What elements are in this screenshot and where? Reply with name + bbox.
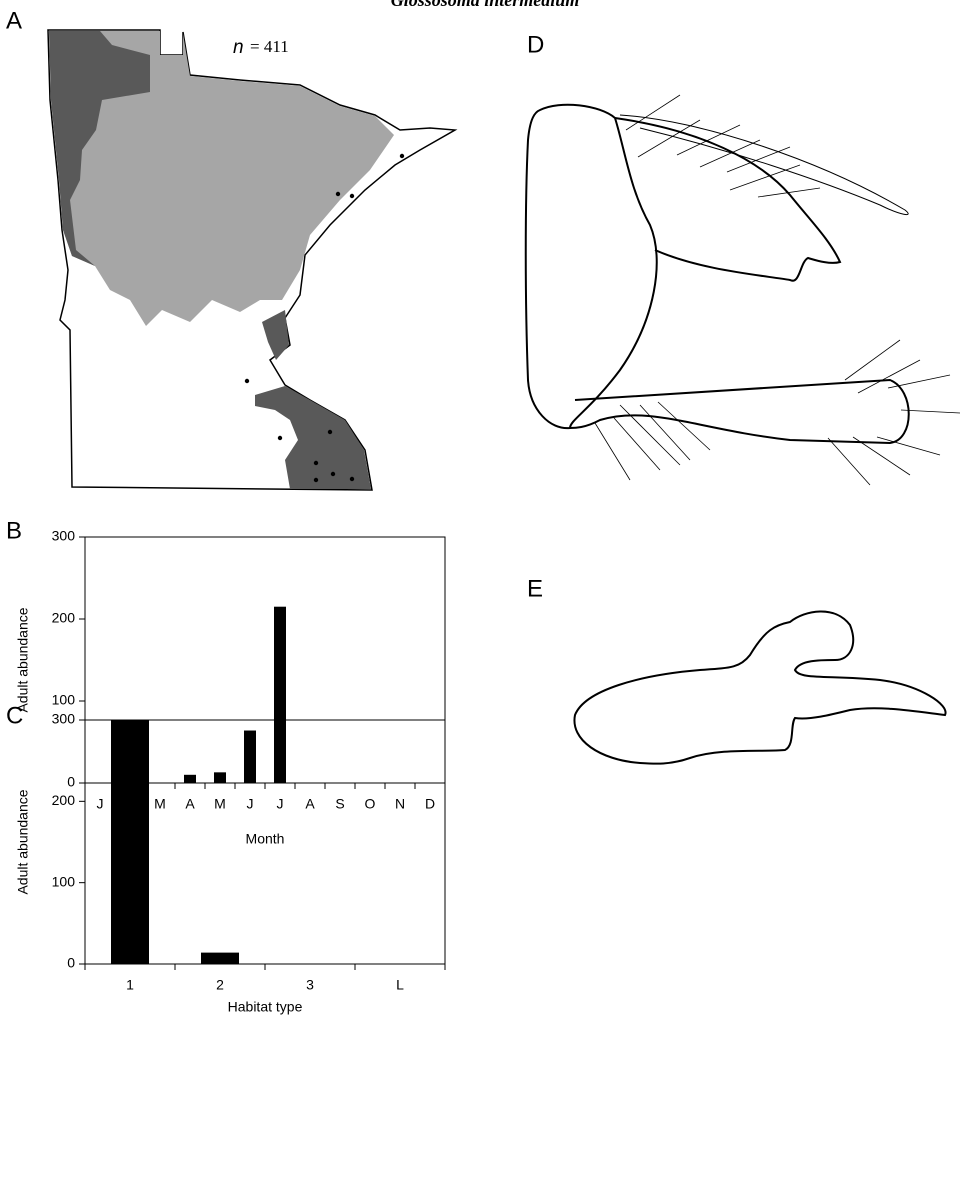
panel-label: B xyxy=(6,517,22,544)
x-tick-label: L xyxy=(396,977,404,993)
y-tick-label: 300 xyxy=(52,711,76,727)
y-axis-label: Adult abundance xyxy=(15,789,31,894)
bar xyxy=(274,606,286,783)
map: n = 411 xyxy=(47,29,458,491)
map-region xyxy=(49,31,150,266)
bar xyxy=(111,720,149,964)
x-tick-label: 3 xyxy=(306,977,314,993)
y-tick-label: 100 xyxy=(52,692,76,708)
map-region xyxy=(262,310,289,360)
x-tick-label: 1 xyxy=(126,977,134,993)
y-axis-label: Adult abundance xyxy=(15,607,31,712)
drawing-d xyxy=(524,94,961,486)
x-tick-label: 2 xyxy=(216,977,224,993)
panel-label: C xyxy=(6,702,23,729)
panel-label: D xyxy=(527,31,544,58)
figure-title: Glossosoma intermedium xyxy=(391,0,580,10)
y-tick-label: 100 xyxy=(52,873,76,889)
y-tick-label: 200 xyxy=(52,792,76,808)
n-value: = 411 xyxy=(250,37,289,56)
y-tick-label: 0 xyxy=(67,955,75,971)
drawing-e xyxy=(573,610,947,765)
x-tick-label: N xyxy=(395,796,405,812)
site-dots xyxy=(244,153,405,483)
x-tick-label: A xyxy=(185,796,195,812)
x-tick-label: J xyxy=(247,796,254,812)
x-tick-label: M xyxy=(154,796,166,812)
x-axis-label: Habitat type xyxy=(228,999,303,1015)
x-tick-label: J xyxy=(97,796,104,812)
x-tick-label: O xyxy=(365,796,376,812)
bar xyxy=(244,730,256,783)
y-tick-label: 0 xyxy=(67,774,75,790)
map-region xyxy=(255,386,371,489)
bar xyxy=(201,952,239,964)
panel-label: E xyxy=(527,575,543,602)
y-tick-label: 300 xyxy=(52,528,76,544)
x-tick-label: S xyxy=(335,796,344,812)
panel-label: A xyxy=(6,7,22,34)
x-tick-label: A xyxy=(305,796,315,812)
x-tick-label: M xyxy=(214,796,226,812)
charts: 0100200300JFMAMJJASONDMonthAdult abundan… xyxy=(15,528,446,1015)
n-label: n xyxy=(233,37,244,58)
y-tick-label: 200 xyxy=(52,610,76,626)
x-tick-label: J xyxy=(277,796,284,812)
map-region xyxy=(49,31,394,326)
x-axis-label: Month xyxy=(246,831,285,847)
bar xyxy=(214,772,226,783)
x-tick-label: D xyxy=(425,796,435,812)
bar xyxy=(184,774,196,783)
